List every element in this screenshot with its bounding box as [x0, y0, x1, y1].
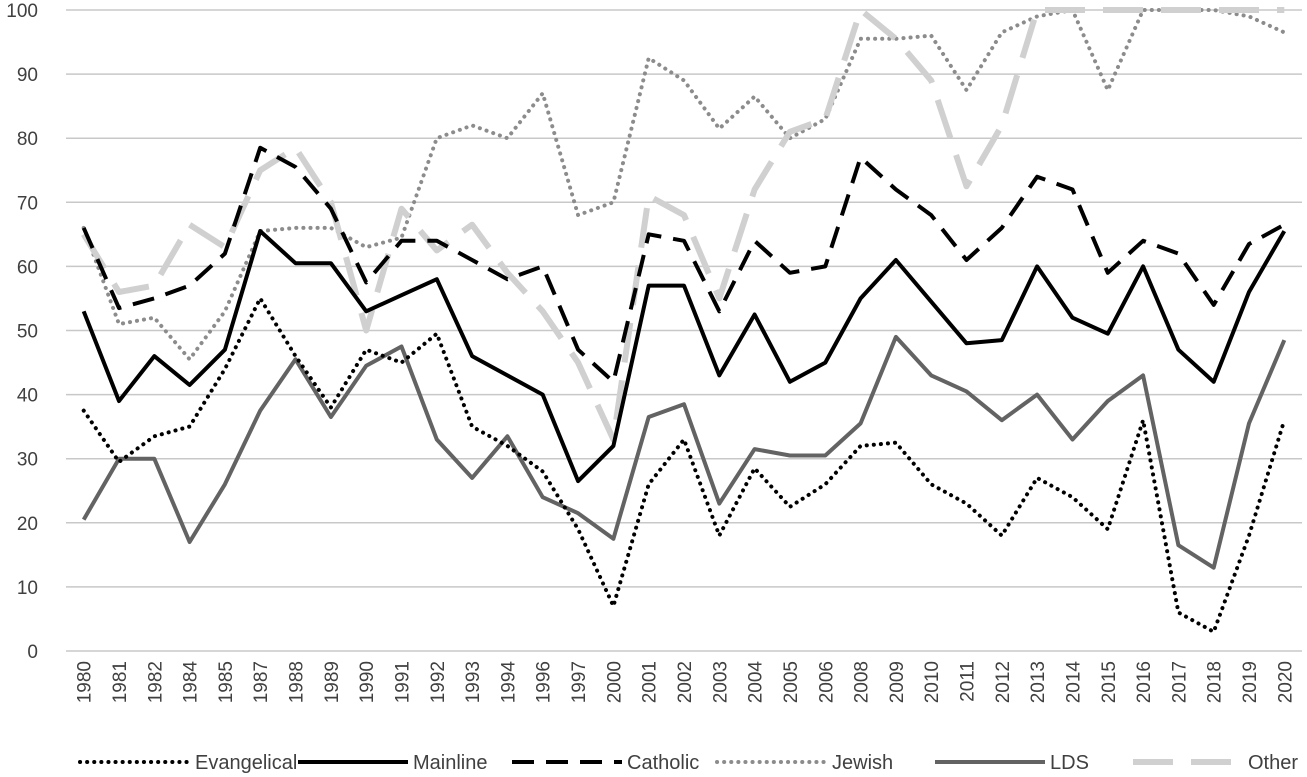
legend-label-evangelical: Evangelical	[195, 752, 297, 774]
y-tick-label: 100	[6, 1, 38, 22]
series-line-evangelical	[81, 296, 1287, 634]
y-tick-label: 10	[17, 578, 38, 599]
x-tick-label: 2017	[1169, 661, 1190, 703]
series-lines	[81, 7, 1287, 634]
x-tick-label: 2011	[958, 661, 979, 702]
x-tick-label: 1985	[216, 661, 237, 703]
legend-label-mainline: Mainline	[413, 752, 487, 774]
series-line-catholic	[81, 145, 1286, 384]
x-tick-label: 2018	[1205, 661, 1226, 703]
y-tick-label: 20	[17, 514, 38, 535]
x-tick-label: 2004	[746, 661, 767, 704]
y-tick-label: 90	[17, 65, 38, 86]
y-tick-label: 50	[17, 322, 38, 343]
x-tick-label: 2015	[1099, 661, 1120, 703]
series-line-other	[81, 7, 1285, 443]
y-tick-label: 60	[17, 257, 38, 278]
series-line-mainline	[81, 229, 1287, 484]
x-tick-label: 1981	[110, 661, 131, 703]
x-tick-label: 1993	[463, 661, 484, 703]
x-tick-label: 2001	[640, 661, 661, 703]
y-axis-ticks: 0 10 20 30 40 50 60 70 80 90 100	[6, 1, 38, 663]
x-tick-label: 2002	[675, 661, 696, 703]
legend-label-lds: LDS	[1050, 752, 1089, 774]
legend-label-catholic: Catholic	[627, 752, 699, 774]
x-tick-label: 1992	[428, 661, 449, 703]
legend-label-jewish: Jewish	[832, 752, 893, 774]
x-tick-label: 2020	[1275, 661, 1296, 703]
x-tick-label: 1997	[569, 661, 590, 703]
x-tick-label: 2000	[604, 661, 625, 703]
gridlines	[66, 9, 1302, 652]
x-tick-label: 2010	[922, 661, 943, 703]
x-tick-label: 1990	[357, 661, 378, 703]
legend: Evangelical Mainline Catholic Jewish LDS Othe…	[78, 752, 1298, 774]
x-tick-label: 1991	[392, 661, 413, 703]
x-tick-label: 1982	[145, 661, 166, 703]
x-tick-label: 2019	[1240, 661, 1261, 703]
x-tick-label: 2016	[1134, 661, 1155, 703]
x-axis-ticks: 1980 1981 1982 1984 1985 1987 1988 1989 1990 1991…	[75, 661, 1297, 704]
y-tick-label: 30	[17, 450, 38, 471]
x-tick-label: 2012	[993, 661, 1014, 703]
legend-label-other: Other	[1248, 752, 1298, 774]
x-tick-label: 1980	[75, 661, 96, 703]
x-tick-label: 2003	[710, 661, 731, 703]
y-tick-label: 70	[17, 193, 38, 214]
x-tick-label: 2009	[887, 661, 908, 703]
x-tick-label: 2008	[852, 661, 873, 703]
x-tick-label: 1989	[322, 661, 343, 703]
x-tick-label: 1988	[287, 661, 308, 703]
x-tick-label: 2013	[1028, 661, 1049, 703]
y-tick-label: 40	[17, 386, 38, 407]
series-line-jewish	[81, 8, 1287, 362]
x-tick-label: 1987	[251, 661, 272, 703]
y-tick-label: 0	[27, 642, 38, 663]
x-tick-label: 1984	[181, 661, 202, 704]
series-line-lds	[81, 334, 1287, 570]
x-tick-label: 2005	[781, 661, 802, 703]
x-tick-label: 1994	[498, 661, 519, 704]
x-tick-label: 2014	[1063, 661, 1084, 704]
x-tick-label: 1996	[534, 661, 555, 703]
x-tick-label: 2006	[816, 661, 837, 703]
y-tick-label: 80	[17, 129, 38, 150]
